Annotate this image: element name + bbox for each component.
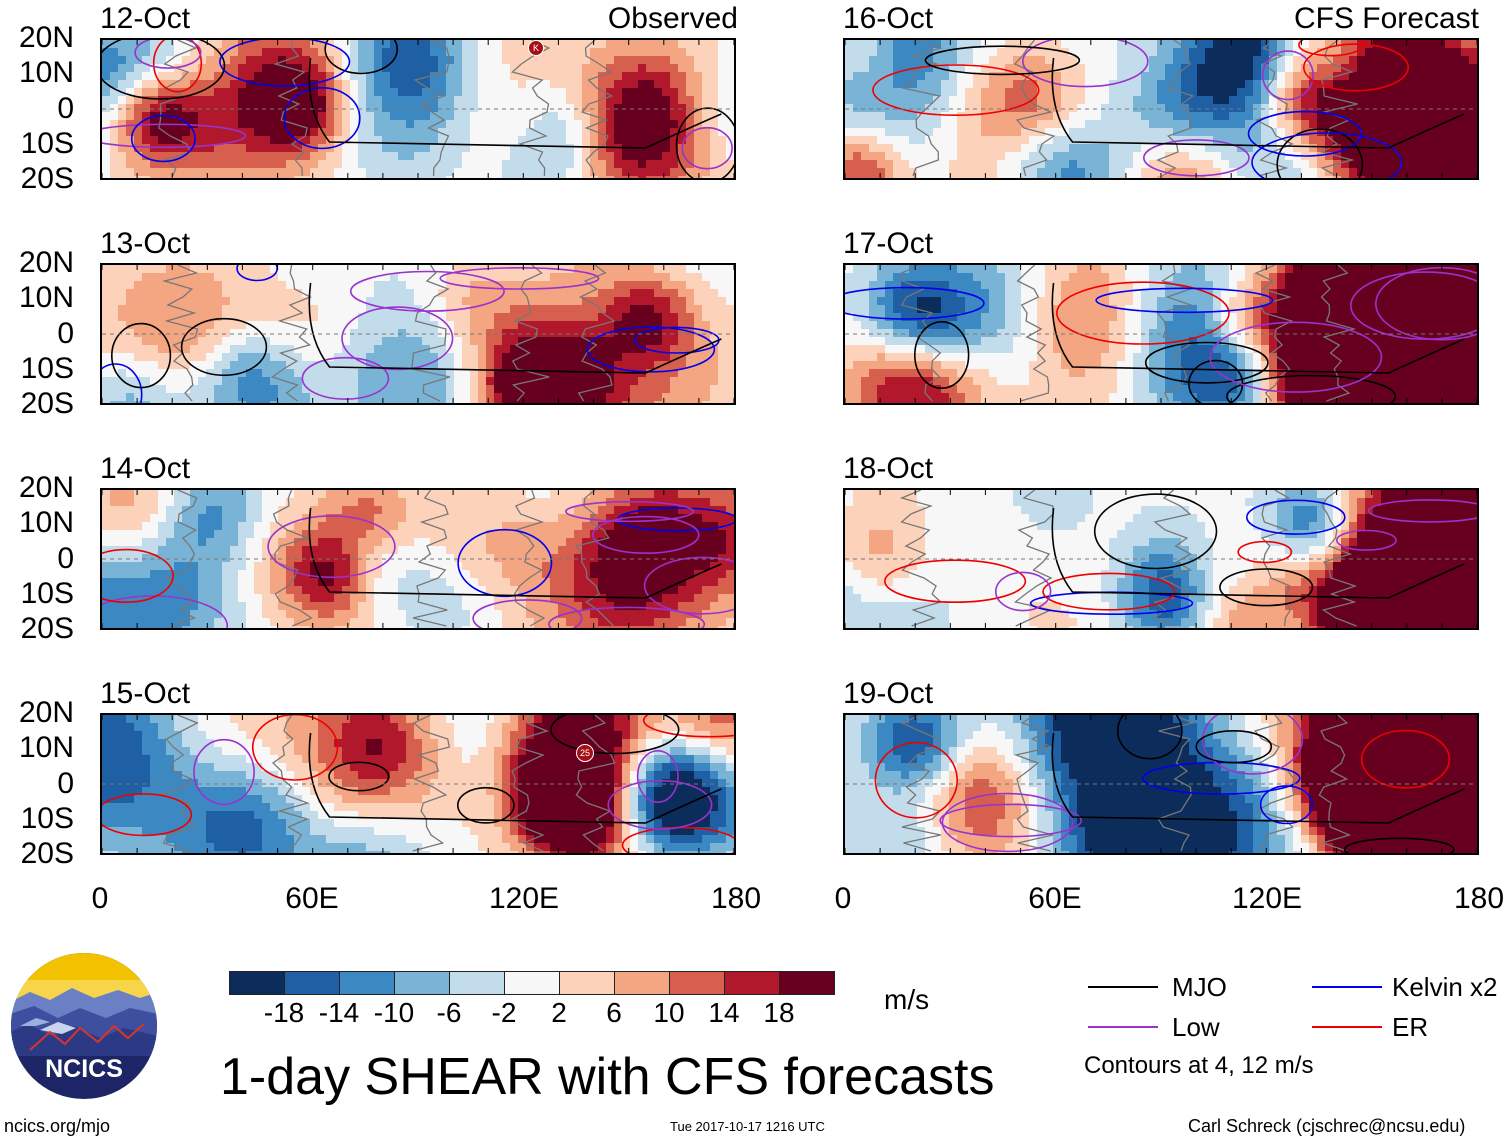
storm-marker-25: 25: [576, 744, 594, 762]
y-axis-label: 10S: [20, 577, 74, 610]
y-axis-label: 0: [57, 317, 74, 350]
legend-label-mjo: MJO: [1172, 972, 1227, 1002]
legend-label-low: Low: [1172, 1012, 1220, 1042]
panel-tag-forecast: CFS Forecast: [1293, 2, 1479, 35]
y-axis-label: 10S: [20, 352, 74, 385]
legend-label-kelvin: Kelvin x2: [1392, 972, 1498, 1002]
y-axis-label: 10N: [18, 56, 74, 89]
colorbar-swatch: [669, 971, 725, 995]
colorbar-tick-label: 6: [606, 997, 622, 1028]
y-axis-label: 0: [57, 767, 74, 800]
colorbar-tick-label: -10: [373, 997, 415, 1028]
storm-marker-k: K: [528, 40, 544, 56]
map-panel-12-oct: [100, 38, 736, 180]
colorbar-tick-label: -14: [318, 997, 360, 1028]
colorbar-swatch: [504, 971, 560, 995]
panel-date-left-1: 12-Oct: [100, 2, 191, 35]
legend-line-kelvin: [1312, 986, 1382, 988]
colorbar-swatch: [614, 971, 670, 995]
colorbar-tick-label: 10: [653, 997, 685, 1028]
map-panel-19-oct: [843, 713, 1479, 855]
colorbar-swatch: [229, 971, 285, 995]
colorbar-swatch: [284, 971, 340, 995]
legend-line-low: [1088, 1026, 1158, 1028]
colorbar-swatch: [339, 971, 395, 995]
y-axis-label: 10N: [18, 731, 74, 764]
y-axis-label: 20N: [18, 246, 74, 279]
colorbar-swatch: [394, 971, 450, 995]
colorbar-tick-label: -18: [263, 997, 305, 1028]
y-axis-label: 20N: [18, 21, 74, 54]
panel-date-left-3: 14-Oct: [100, 452, 191, 485]
y-axis-label: 0: [57, 92, 74, 125]
ncics-logo: NCICS: [10, 952, 158, 1100]
map-panel-18-oct: [843, 488, 1479, 630]
y-axis-label: 10S: [20, 802, 74, 835]
legend-contours-note: Contours at 4, 12 m/s: [1084, 1052, 1314, 1079]
map-panel-13-oct: [100, 263, 736, 405]
y-axis-label: 20S: [20, 162, 74, 195]
map-panel-17-oct: [843, 263, 1479, 405]
panel-date-left-2: 13-Oct: [100, 227, 191, 260]
colorbar-tick-label: 2: [551, 997, 567, 1028]
panel-date-left-4: 15-Oct: [100, 677, 191, 710]
figure-title: 1-day SHEAR with CFS forecasts: [220, 1048, 995, 1106]
x-axis-label: 60E: [285, 882, 339, 915]
map-panel-16-oct: [843, 38, 1479, 180]
y-axis-label: 10N: [18, 281, 74, 314]
colorbar-tick-label: -2: [491, 997, 517, 1028]
footer-timestamp: Tue 2017-10-17 1216 UTC: [670, 1119, 825, 1134]
legend-line-er: [1312, 1026, 1382, 1028]
colorbar-tick-label: 18: [763, 997, 795, 1028]
legend-label-er: ER: [1392, 1012, 1429, 1042]
logo-text: NCICS: [45, 1055, 123, 1083]
colorbar-swatch: [779, 971, 835, 995]
x-axis-label: 0: [834, 882, 852, 915]
x-axis-label: 180: [1453, 882, 1505, 915]
x-axis-label: 120E: [488, 882, 560, 915]
x-axis-label: 60E: [1028, 882, 1082, 915]
colorbar-swatch: [559, 971, 615, 995]
footer-url[interactable]: ncics.org/mjo: [4, 1116, 111, 1136]
x-axis-label: 0: [91, 882, 109, 915]
y-axis-label: 20S: [20, 387, 74, 420]
colorbar-units: m/s: [884, 984, 930, 1015]
y-axis-label: 20S: [20, 837, 74, 870]
x-axis-label: 180: [710, 882, 762, 915]
legend-line-mjo: [1088, 986, 1158, 988]
panel-date-right-3: 18-Oct: [843, 452, 934, 485]
y-axis-label: 20N: [18, 471, 74, 504]
y-axis-label: 0: [57, 542, 74, 575]
panel-date-right-2: 17-Oct: [843, 227, 934, 260]
x-axis-label: 120E: [1231, 882, 1303, 915]
panel-tag-observed: Observed: [607, 2, 738, 35]
colorbar-swatch: [724, 971, 780, 995]
y-axis-label: 20N: [18, 696, 74, 729]
y-axis-label: 10N: [18, 506, 74, 539]
colorbar-tick-label: 14: [708, 997, 740, 1028]
map-panel-14-oct: [100, 488, 736, 630]
footer-author: Carl Schreck (cjschrec@ncsu.edu): [1188, 1116, 1466, 1136]
y-axis-label: 10S: [20, 127, 74, 160]
y-axis-label: 20S: [20, 612, 74, 645]
map-panel-15-oct: [100, 713, 736, 855]
colorbar-tick-label: -6: [436, 997, 462, 1028]
panel-date-right-1: 16-Oct: [843, 2, 934, 35]
panel-date-right-4: 19-Oct: [843, 677, 934, 710]
colorbar-swatch: [449, 971, 505, 995]
